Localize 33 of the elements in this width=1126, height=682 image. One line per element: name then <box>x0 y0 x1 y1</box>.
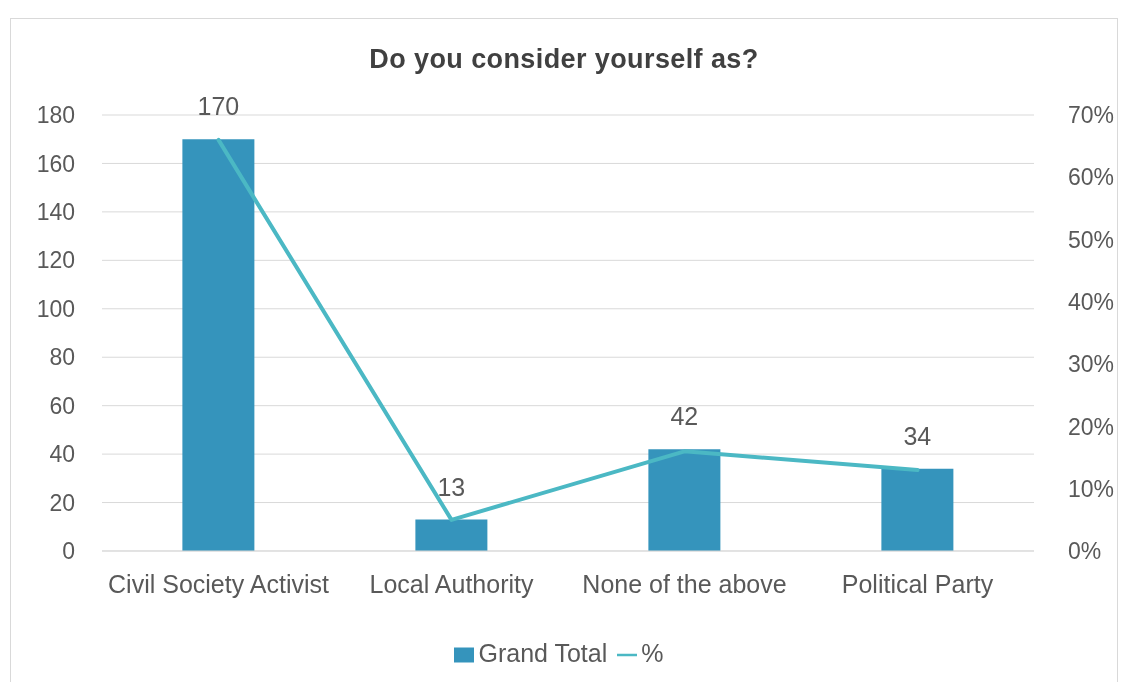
y-tick-label: 180 <box>36 102 75 129</box>
y-tick-label: 40 <box>49 441 75 468</box>
data-label: 170 <box>197 92 240 121</box>
y2-tick-label: 50% <box>1068 226 1115 253</box>
x-tick-label: Civil Society Activist <box>108 569 329 598</box>
chart-title: Do you consider yourself as? <box>368 43 760 75</box>
y2-tick-label: 40% <box>1068 289 1115 316</box>
y2-tick-label: 30% <box>1068 351 1115 378</box>
y-tick-label: 20 <box>49 489 75 516</box>
x-tick-label: Political Party <box>841 569 994 598</box>
bar <box>182 139 255 551</box>
legend-label: % <box>641 639 664 667</box>
y-tick-label: 140 <box>36 199 75 226</box>
y2-tick-label: 20% <box>1068 413 1115 440</box>
y-tick-label: 0 <box>62 538 75 565</box>
y-tick-label: 80 <box>49 344 75 371</box>
y-tick-label: 100 <box>36 295 75 322</box>
legend-label: Grand Total <box>478 639 608 667</box>
data-label: 34 <box>903 421 932 450</box>
y2-tick-label: 0% <box>1068 538 1102 565</box>
data-label: 42 <box>670 402 699 431</box>
x-tick-label: Local Authority <box>369 569 534 598</box>
bar <box>648 449 721 551</box>
bar <box>415 519 488 551</box>
y2-tick-label: 70% <box>1068 102 1115 129</box>
y2-tick-label: 10% <box>1068 475 1115 502</box>
bar <box>881 468 954 551</box>
y-tick-label: 160 <box>36 150 75 177</box>
x-tick-label: None of the above <box>582 569 787 598</box>
y-tick-label: 120 <box>36 247 75 274</box>
y2-tick-label: 60% <box>1068 164 1115 191</box>
y-tick-label: 60 <box>49 392 75 419</box>
data-label: 13 <box>437 472 466 501</box>
